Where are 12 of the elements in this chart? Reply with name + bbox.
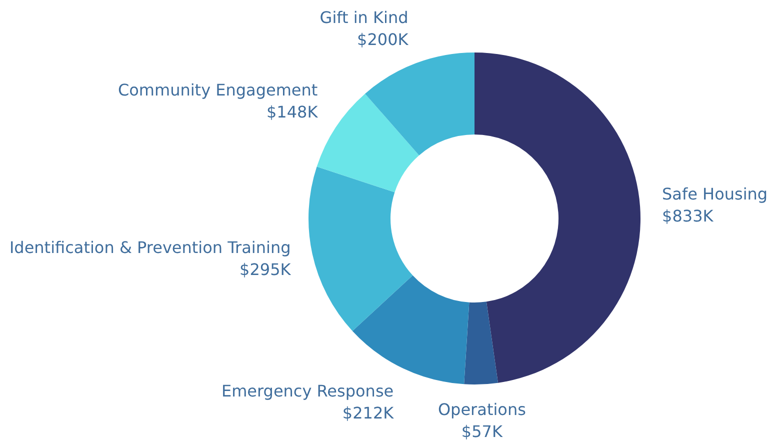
data-label: $148K <box>266 102 318 122</box>
data-label: $833K <box>662 206 714 226</box>
data-label: $295K <box>240 260 292 279</box>
slice-label: Safe Housing <box>662 184 768 204</box>
slice-label: Emergency Response <box>221 382 394 401</box>
slice-label: Operations <box>438 400 526 419</box>
data-label: $212K <box>342 404 394 423</box>
slice-label: Gift in Kind <box>320 8 408 28</box>
data-label: $200K <box>357 30 409 50</box>
slice-label: Community Engagement <box>118 80 318 100</box>
data-label: $57K <box>461 422 503 441</box>
slice-label: Identification & Prevention Training <box>9 238 291 257</box>
